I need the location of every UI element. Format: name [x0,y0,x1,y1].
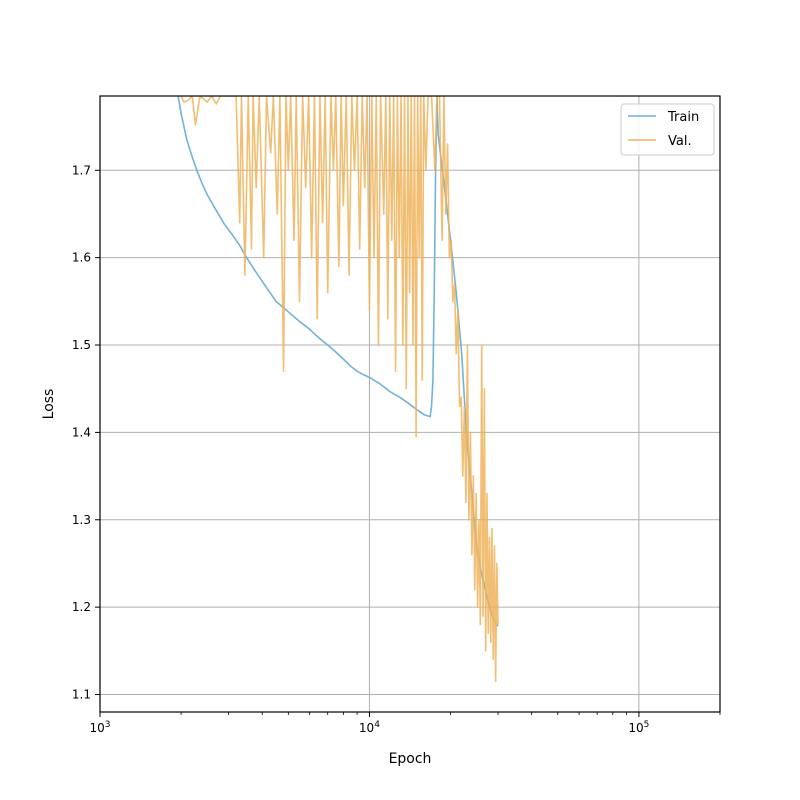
y-tick-label: 1.1 [72,688,91,702]
y-tick-label: 1.3 [72,513,91,527]
grid [99,96,720,712]
legend-train-label: Train [667,110,699,125]
y-tick-label: 1.7 [72,163,91,177]
x-axis-ticks: 103 104 105 [89,712,721,735]
series-layer [177,96,499,683]
series-line-val [180,96,499,683]
legend-val-label: Val. [668,134,692,149]
legend: Train Val. [620,103,715,156]
y-axis-ticks: 1.1 1.2 1.3 1.4 1.5 1.6 1.7 [72,163,100,702]
y-axis-title: Loss [41,389,57,420]
y-tick-label: 1.5 [72,338,91,352]
x-tick-label: 103 [89,720,110,735]
y-tick-label: 1.6 [72,251,91,265]
x-tick-label: 105 [628,720,649,735]
x-axis-title: Epoch [389,751,432,767]
series-line-train [177,96,499,627]
plot-frame [99,95,721,713]
y-tick-label: 1.2 [72,600,91,614]
y-tick-label: 1.4 [72,425,91,439]
x-tick-label: 104 [359,720,380,735]
